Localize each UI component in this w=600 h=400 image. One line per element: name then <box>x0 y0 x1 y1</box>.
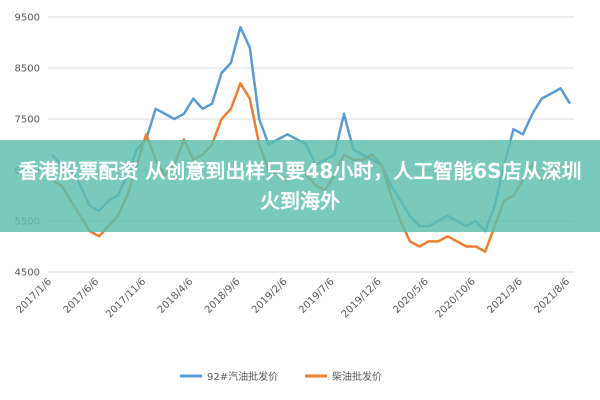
x-tick-label: 2017/11/6 <box>104 276 148 320</box>
x-tick-label: 2021/3/6 <box>485 276 525 316</box>
x-tick-label: 2017/6/6 <box>62 276 102 316</box>
x-tick-label: 2019/12/6 <box>340 276 384 320</box>
y-tick-label: 9500 <box>15 13 40 24</box>
x-tick-label: 2020/5/6 <box>391 276 431 316</box>
legend-item: 92#汽油批发价 <box>180 370 278 383</box>
x-tick-label: 2018/9/6 <box>203 276 243 316</box>
legend-item: 柴油批发价 <box>305 370 382 383</box>
banner: 香港股票配资 从创意到出样只要48小时，人工智能6S店从深圳火到海外 <box>0 140 600 232</box>
x-tick-label: 2017/1/6 <box>15 276 55 316</box>
y-tick-label: 8500 <box>15 64 40 75</box>
banner-text: 香港股票配资 从创意到出样只要48小时，人工智能6S店从深圳火到海外 <box>18 159 582 213</box>
legend-label: 柴油批发价 <box>332 370 382 383</box>
y-tick-label: 4500 <box>15 268 40 279</box>
x-tick-label: 2019/7/6 <box>297 276 337 316</box>
x-tick-label: 2021/8/6 <box>533 276 573 316</box>
y-tick-label: 7500 <box>15 115 40 126</box>
x-tick-label: 2018/4/6 <box>156 276 196 316</box>
legend-label: 92#汽油批发价 <box>207 370 278 383</box>
x-tick-label: 2020/10/6 <box>434 276 478 320</box>
x-tick-label: 2019/2/6 <box>250 276 290 316</box>
